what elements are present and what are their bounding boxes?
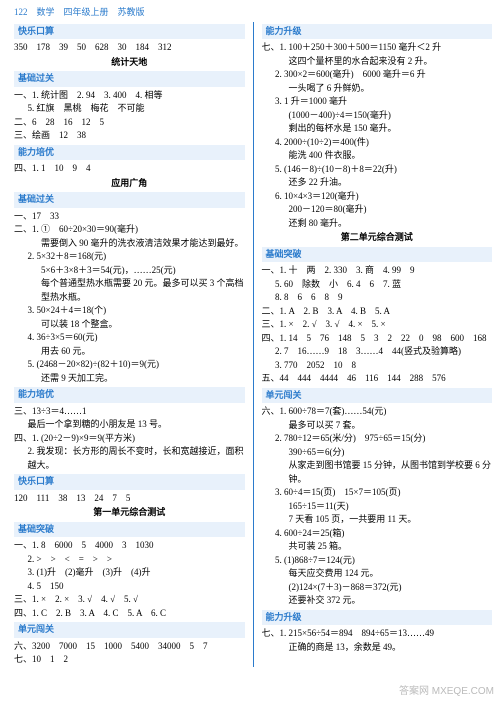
text-line: 二、1. ① 60÷20×30＝90(毫升) [14, 223, 245, 237]
text-line: 3. 770 2052 10 8 [262, 359, 493, 373]
text-line: 三、绘画 12 38 [14, 129, 245, 143]
text-line: 二、6 28 16 12 5 [14, 116, 245, 130]
text-line: 还剩 80 毫升。 [262, 217, 493, 231]
text-line: 3. (1)升 (2)毫升 (3)升 (4)升 [14, 566, 245, 580]
section-title-unit1: 第一单元综合测试 [14, 506, 245, 520]
section-nengli-shengji-2: 能力升级 [262, 610, 493, 626]
text-line: 四、1. (20÷2－9)×9＝9(平方米) [14, 432, 245, 446]
section-kuaile-kousuan: 快乐口算 [14, 24, 245, 40]
text-line: 需要倒入 90 毫升的洗衣液清洁效果才能达到最好。 [14, 237, 245, 251]
text-line: 二、1. A 2. B 3. A 4. B 5. A [262, 305, 493, 319]
section-danyuan-chuangguan-2: 单元闯关 [262, 388, 493, 404]
text-line: (1000－400)÷4＝150(毫升) [262, 109, 493, 123]
text-line: 四、1. 14 5 76 148 5 3 2 22 0 98 600 168 [262, 332, 493, 346]
text-line: 一、1. 统计图 2. 94 3. 400 4. 相等 [14, 89, 245, 103]
text-line: 六、3200 7000 15 1000 5400 34000 5 7 [14, 640, 245, 654]
section-jichu-guoguan-2: 基础过关 [14, 192, 245, 208]
text-line: 每个普通型热水瓶需要 20 元。最多可以买 3 个高档型热水瓶。 [14, 277, 245, 304]
text-line: 2. 300×2＝600(毫升) 6000 毫升＝6 升 [262, 68, 493, 82]
text-line: 正确的商是 13，余数是 49。 [262, 641, 493, 655]
text-line: 还需 9 天加工完。 [14, 372, 245, 386]
text-line: 共可装 25 箱。 [262, 540, 493, 554]
text-line: 六、1. 600÷78＝7(套)……54(元) [262, 405, 493, 419]
text-line: 三、1. × 2. × 3. √ 4. √ 5. √ [14, 593, 245, 607]
text-line: 一、1. 十 两 2. 330 3. 商 4. 99 9 [262, 264, 493, 278]
section-title-tongji: 统计天地 [14, 56, 245, 70]
text-line: 还要补交 372 元。 [262, 594, 493, 608]
section-danyuan-chuangguan: 单元闯关 [14, 622, 245, 638]
text-line: 3. 50×24＋4＝18(个) [14, 304, 245, 318]
right-column: 能力升级 七、1. 100＋250＋300＋500＝1150 毫升＜2 升 这四… [254, 22, 493, 667]
text-line: 还多 22 升油。 [262, 176, 493, 190]
text-line: 5. (146－8)÷(10－8)＋8＝22(升) [262, 163, 493, 177]
text-line: 6. 10×4×3＝120(毫升) [262, 190, 493, 204]
text-line: 用去 60 元。 [14, 345, 245, 359]
text-line: 8. 8 6 6 8 9 [262, 291, 493, 305]
left-column: 快乐口算 350 178 39 50 628 30 184 312 统计天地 基… [14, 22, 254, 667]
text-line: 2. > > < = > > [14, 553, 245, 567]
section-title-yingyong: 应用广角 [14, 177, 245, 191]
text-line: 4. 5 150 [14, 580, 245, 594]
text-line: 四、1. 1 10 9 4 [14, 162, 245, 176]
text-line: 390÷65＝6(分) [262, 446, 493, 460]
text-line: 剩出的每杯水是 150 毫升。 [262, 122, 493, 136]
text-line: 五、44 444 4444 46 116 144 288 576 [262, 372, 493, 386]
page-header: 122 数学 四年级上册 苏教版 [0, 0, 500, 22]
text-line: 四、1. C 2. B 3. A 4. C 5. A 6. C [14, 607, 245, 621]
text-line: 7 天看 105 页，一共要用 11 天。 [262, 513, 493, 527]
text-line: 最后一个拿到糖的小朋友是 13 号。 [14, 418, 245, 432]
text-line: 一、1. 8 6000 5 4000 3 1030 [14, 539, 245, 553]
text-line: 一头喝了 6 升鲜奶。 [262, 82, 493, 96]
text-line: 4. 36÷3×5＝60(元) [14, 331, 245, 345]
text-line: 165÷15＝11(天) [262, 500, 493, 514]
text-line: 最多可以买 7 套。 [262, 419, 493, 433]
text-line: 每天应交费用 124 元。 [262, 567, 493, 581]
text-line: 七、10 1 2 [14, 653, 245, 667]
two-column-layout: 快乐口算 350 178 39 50 628 30 184 312 统计天地 基… [0, 22, 500, 673]
text-line: 七、1. 100＋250＋300＋500＝1150 毫升＜2 升 [262, 41, 493, 55]
text-line: 三、1. × 2. √ 3. √ 4. × 5. × [262, 318, 493, 332]
text-line: 4. 600÷24＝25(箱) [262, 527, 493, 541]
text-line: 2. 780÷12＝65(米/分) 975÷65＝15(分) [262, 432, 493, 446]
section-jichu-guoguan: 基础过关 [14, 71, 245, 87]
text-line: 可以装 18 个整盒。 [14, 318, 245, 332]
section-kuaile-kousuan-2: 快乐口算 [14, 474, 245, 490]
section-nengli-peiyou: 能力培优 [14, 145, 245, 161]
section-jichu-tupo: 基础突破 [14, 522, 245, 538]
text-line: 5. 60 除数 小 6. 4 6 7. 蓝 [262, 278, 493, 292]
text-line: 200－120＝80(毫升) [262, 203, 493, 217]
text-line: 5. (2468－20×82)÷(82＋10)＝9(元) [14, 358, 245, 372]
text-line: 能洗 400 件衣服。 [262, 149, 493, 163]
text-line: 5. 红旗 黑桃 梅花 不可能 [14, 102, 245, 116]
text-line: 5×6＋3×8＋3＝54(元)，……25(元) [14, 264, 245, 278]
text-line: 七、1. 215×56÷54＝894 894÷65＝13……49 [262, 627, 493, 641]
text-line: 4. 2000÷(10÷2)＝400(件) [262, 136, 493, 150]
text-line: 350 178 39 50 628 30 184 312 [14, 41, 245, 55]
text-line: 2. 我发现：长方形的周长不变时，长和宽越接近，面积越大。 [14, 445, 245, 472]
text-line: 2. 7 16……9 18 3……4 44(竖式及验算略) [262, 345, 493, 359]
text-line: 三、13÷3＝4……1 [14, 405, 245, 419]
text-line: 2. 5×32＋8＝168(元) [14, 250, 245, 264]
text-line: 一、17 33 [14, 210, 245, 224]
text-line: 从家走到图书馆要 15 分钟，从图书馆到学校要 6 分钟。 [262, 459, 493, 486]
watermark: 答案网 MXEQE.COM [399, 686, 494, 697]
section-jichu-tupo-2: 基础突破 [262, 247, 493, 263]
section-nengli-peiyou-2: 能力培优 [14, 387, 245, 403]
section-nengli-shengji: 能力升级 [262, 24, 493, 40]
text-line: 这四个量杯里的水合起来没有 2 升。 [262, 55, 493, 69]
text-line: 3. 1 升＝1000 毫升 [262, 95, 493, 109]
text-line: (2)124×(7＋3)－868＝372(元) [262, 581, 493, 595]
text-line: 5. (1)868÷7＝124(元) [262, 554, 493, 568]
section-title-unit2: 第二单元综合测试 [262, 231, 493, 245]
text-line: 120 111 38 13 24 7 5 [14, 492, 245, 506]
text-line: 3. 60÷4＝15(页) 15×7＝105(页) [262, 486, 493, 500]
